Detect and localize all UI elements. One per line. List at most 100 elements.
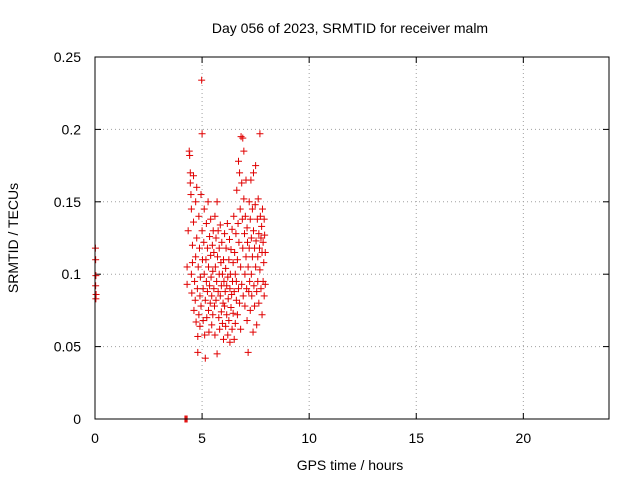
y-axis-title: SRMTID / TECUs <box>5 183 21 293</box>
data-point <box>252 237 260 245</box>
y-tick-label: 0.2 <box>62 121 82 137</box>
data-point <box>220 335 227 343</box>
y-tick-label: 0.25 <box>54 49 81 65</box>
data-point <box>233 311 241 319</box>
data-point <box>198 227 206 235</box>
data-point <box>187 191 195 199</box>
data-point <box>218 238 226 246</box>
data-point <box>258 205 266 213</box>
data-point <box>234 157 242 165</box>
data-point <box>221 302 229 310</box>
data-point <box>230 212 238 220</box>
data-point <box>229 309 237 317</box>
data-point <box>253 288 261 296</box>
data-point <box>249 328 257 336</box>
tick-label-layer: 0 5 10 15 20 0 0.05 0.1 0.15 0.2 0.25 <box>54 49 532 446</box>
x-tick-label: 0 <box>91 430 99 446</box>
point-layer <box>91 76 269 423</box>
data-point <box>239 244 247 252</box>
data-point <box>231 319 239 327</box>
data-point <box>196 244 204 252</box>
data-point <box>254 195 262 203</box>
data-point <box>243 317 251 325</box>
data-point <box>236 169 244 177</box>
data-point <box>92 272 100 280</box>
data-point <box>255 230 263 238</box>
data-point <box>232 296 240 304</box>
data-point <box>251 302 259 310</box>
data-point <box>246 215 254 223</box>
data-point <box>188 241 196 249</box>
data-point <box>241 212 249 220</box>
data-point <box>204 198 212 206</box>
data-point <box>237 325 245 333</box>
data-point <box>241 270 249 278</box>
data-point <box>209 267 217 275</box>
data-point <box>220 277 228 285</box>
data-point <box>192 253 200 261</box>
data-point <box>230 288 238 296</box>
data-point <box>221 230 229 238</box>
data-point <box>206 299 214 307</box>
data-point <box>201 331 209 339</box>
data-point <box>244 348 252 356</box>
data-point <box>187 270 195 278</box>
data-point <box>252 162 260 170</box>
data-point <box>244 263 252 271</box>
data-point <box>190 172 198 180</box>
y-tick-label: 0.05 <box>54 339 81 355</box>
data-point <box>201 354 209 362</box>
data-point <box>253 321 261 329</box>
data-point <box>222 322 230 330</box>
data-point <box>227 246 235 254</box>
data-point <box>184 227 192 235</box>
data-point <box>261 248 269 256</box>
data-point <box>246 306 254 314</box>
data-point <box>211 263 219 271</box>
data-point <box>197 302 205 310</box>
data-point <box>207 251 215 259</box>
data-point <box>191 277 199 285</box>
y-tick-label: 0.1 <box>62 266 82 282</box>
data-point <box>203 288 211 296</box>
data-point <box>194 348 202 356</box>
data-point <box>193 234 201 242</box>
data-point <box>248 292 256 300</box>
data-point <box>208 321 216 329</box>
data-point <box>205 263 213 271</box>
tick-layer <box>94 56 609 420</box>
data-point <box>230 335 238 343</box>
data-point <box>210 285 218 293</box>
data-point <box>247 270 255 278</box>
data-point <box>253 215 261 223</box>
x-axis-title: GPS time / hours <box>297 457 404 473</box>
data-point <box>200 238 208 246</box>
data-point <box>245 288 253 296</box>
data-point <box>221 288 229 296</box>
data-point <box>212 234 220 242</box>
x-tick-label: 5 <box>198 430 206 446</box>
data-point <box>186 169 194 177</box>
data-point <box>212 296 220 304</box>
data-point <box>213 198 221 206</box>
data-point <box>250 282 258 290</box>
data-point <box>216 292 224 300</box>
data-point <box>183 280 191 288</box>
data-point <box>196 322 204 330</box>
data-point <box>234 220 242 228</box>
data-point <box>240 195 248 203</box>
data-point <box>231 270 239 278</box>
data-point <box>254 253 262 261</box>
data-point <box>190 218 198 226</box>
data-point <box>259 238 267 246</box>
data-point <box>233 256 241 264</box>
data-point <box>196 292 204 300</box>
data-point <box>249 227 257 235</box>
data-point <box>232 230 240 238</box>
data-point <box>247 234 255 242</box>
data-point <box>225 235 233 243</box>
data-point <box>248 205 256 213</box>
data-point <box>194 332 202 340</box>
data-point <box>199 317 207 325</box>
data-point <box>240 147 248 155</box>
